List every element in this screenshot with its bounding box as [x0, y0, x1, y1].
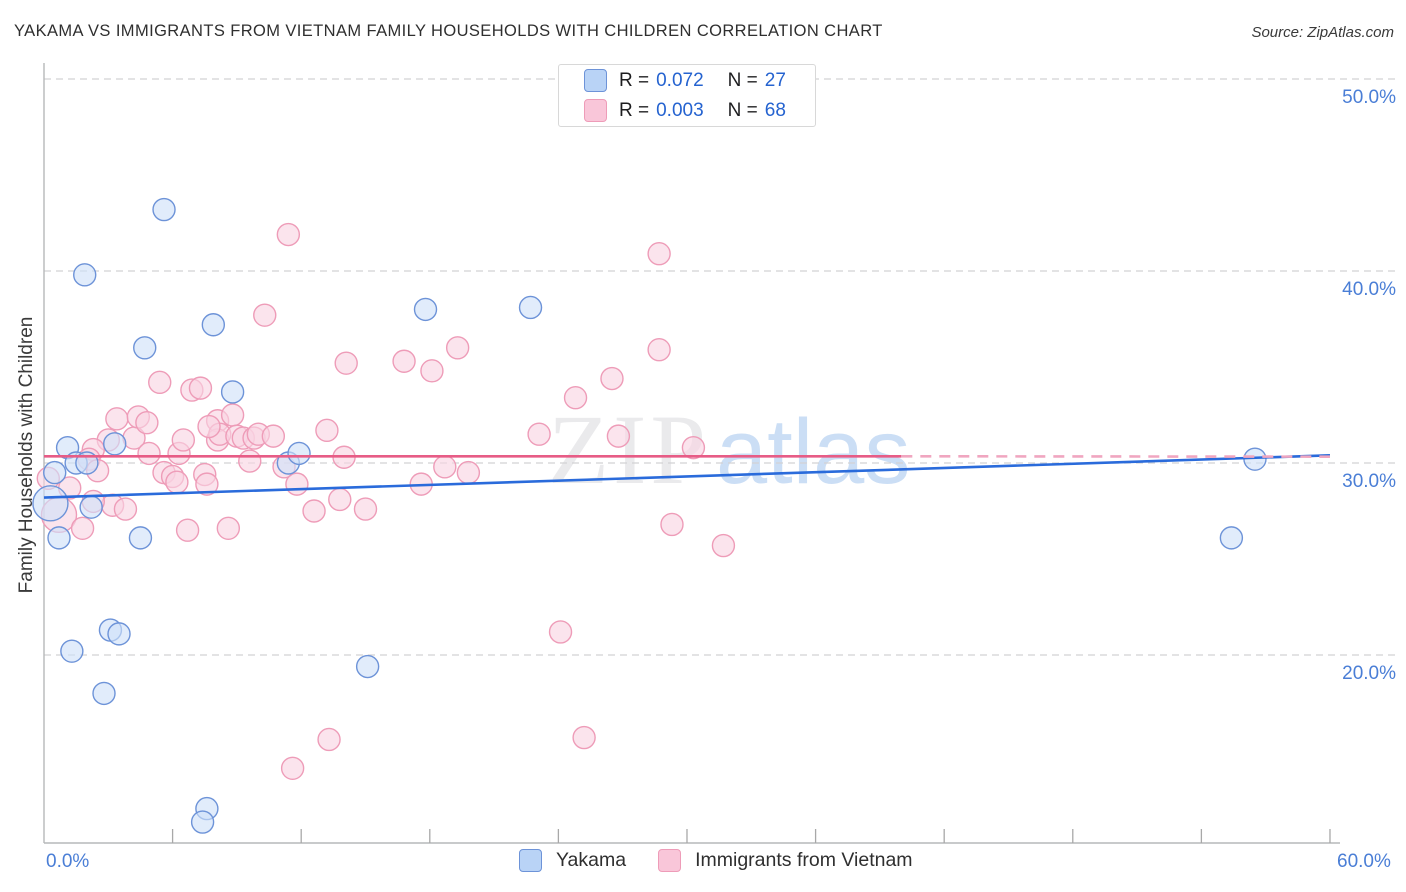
scatter-point-vietnam[interactable]: [276, 222, 301, 247]
scatter-point-yakama[interactable]: [73, 263, 97, 287]
scatter-point-yakama[interactable]: [128, 526, 153, 550]
scatter-point-yakama[interactable]: [190, 810, 215, 834]
scatter-point-yakama[interactable]: [518, 295, 543, 320]
scatter-point-vietnam[interactable]: [328, 487, 352, 512]
scatter-point-yakama[interactable]: [32, 485, 69, 522]
scatter-point-vietnam[interactable]: [317, 727, 341, 752]
y-tick-label-20: 20.0%: [1342, 663, 1396, 684]
scatter-point-vietnam[interactable]: [216, 516, 241, 540]
scatter-point-yakama[interactable]: [355, 654, 380, 679]
scatter-point-vietnam[interactable]: [392, 349, 416, 373]
yakama-trend-line: [43, 454, 1331, 499]
source-attribution: Source: ZipAtlas.com: [1251, 24, 1394, 41]
scatter-point-vietnam[interactable]: [105, 407, 129, 431]
scatter-point-yakama[interactable]: [287, 441, 311, 466]
vietnam-swatch-icon: [584, 99, 607, 122]
scatter-point-vietnam[interactable]: [647, 338, 671, 362]
y-axis-title: Family Households with Children: [16, 316, 37, 594]
scatter-point-vietnam[interactable]: [137, 441, 161, 466]
scatter-point-vietnam[interactable]: [302, 499, 326, 523]
scatter-point-vietnam[interactable]: [600, 366, 624, 391]
scatter-point-vietnam[interactable]: [647, 242, 671, 266]
scatter-point-vietnam[interactable]: [165, 470, 189, 494]
scatter-point-yakama[interactable]: [60, 639, 84, 663]
correlation-legend-box: R = 0.072 N = 27 R = 0.003 N = 68: [558, 64, 816, 127]
scatter-point-vietnam[interactable]: [606, 424, 631, 448]
scatter-point-yakama[interactable]: [47, 526, 71, 550]
scatter-point-yakama[interactable]: [103, 432, 127, 456]
series-legend: Yakama Immigrants from Vietnam: [519, 849, 931, 872]
n-label: N =: [727, 99, 758, 121]
scatter-point-vietnam[interactable]: [527, 422, 551, 446]
scatter-point-vietnam[interactable]: [353, 497, 378, 521]
scatter-point-yakama[interactable]: [133, 336, 157, 360]
scatter-point-yakama[interactable]: [201, 313, 226, 337]
legend-row-vietnam: R = 0.003 N = 68: [584, 98, 815, 124]
scatter-point-yakama[interactable]: [92, 681, 116, 706]
scatter-point-vietnam[interactable]: [681, 435, 706, 460]
scatter-point-vietnam[interactable]: [280, 756, 305, 780]
y-tick-label-30: 30.0%: [1342, 471, 1396, 492]
r-label: R =: [619, 99, 650, 121]
scatter-point-vietnam[interactable]: [171, 428, 196, 452]
scatter-point-yakama[interactable]: [79, 495, 103, 519]
vietnam-legend-label: Immigrants from Vietnam: [695, 849, 913, 871]
scatter-point-vietnam[interactable]: [238, 449, 262, 473]
scatter-point-vietnam[interactable]: [285, 472, 309, 496]
yakama-legend-label: Yakama: [556, 849, 627, 871]
n-label: N =: [727, 69, 758, 91]
scatter-point-vietnam[interactable]: [445, 336, 470, 360]
scatter-point-vietnam[interactable]: [261, 424, 286, 448]
scatter-point-vietnam[interactable]: [456, 460, 481, 485]
scatter-point-vietnam[interactable]: [548, 620, 573, 644]
scatter-point-yakama[interactable]: [152, 197, 176, 222]
y-tick-label-50: 50.0%: [1342, 87, 1396, 108]
scatter-point-vietnam[interactable]: [315, 418, 339, 443]
yakama-swatch-icon: [584, 69, 607, 92]
scatter-point-vietnam[interactable]: [135, 410, 159, 435]
scatter-point-vietnam[interactable]: [113, 497, 138, 521]
y-tick-label-40: 40.0%: [1342, 279, 1396, 300]
yakama-legend-swatch-icon: [519, 849, 542, 872]
scatter-point-vietnam[interactable]: [70, 516, 95, 540]
scatter-point-vietnam[interactable]: [572, 725, 596, 750]
scatter-point-yakama[interactable]: [220, 380, 245, 404]
n-value-yakama: 27: [764, 69, 786, 91]
scatter-point-vietnam[interactable]: [253, 303, 277, 327]
scatter-point-vietnam[interactable]: [563, 386, 588, 410]
x-axis-max-label: 60.0%: [1337, 851, 1391, 872]
legend-row-yakama: R = 0.072 N = 27: [584, 68, 815, 94]
scatter-point-vietnam[interactable]: [660, 512, 684, 537]
scatter-point-vietnam[interactable]: [195, 472, 219, 496]
r-value-vietnam: 0.003: [656, 99, 704, 121]
scatter-point-yakama[interactable]: [413, 297, 438, 322]
r-value-yakama: 0.072: [656, 69, 704, 91]
n-value-vietnam: 68: [764, 99, 786, 121]
scatter-point-vietnam[interactable]: [420, 359, 444, 383]
scatter-point-vietnam[interactable]: [334, 351, 358, 375]
scatter-point-yakama[interactable]: [1219, 526, 1244, 550]
scatter-point-vietnam[interactable]: [188, 376, 213, 400]
scatter-point-vietnam[interactable]: [197, 414, 221, 439]
scatter-point-vietnam[interactable]: [220, 403, 245, 427]
scatter-point-yakama[interactable]: [43, 460, 67, 485]
page-title: YAKAMA VS IMMIGRANTS FROM VIETNAM FAMILY…: [14, 22, 883, 40]
r-label: R =: [619, 69, 650, 91]
scatter-point-vietnam[interactable]: [433, 455, 457, 479]
x-axis-min-label: 0.0%: [46, 851, 90, 872]
vietnam-legend-swatch-icon: [658, 849, 682, 872]
scatter-point-vietnam[interactable]: [711, 533, 736, 558]
scatter-point-yakama[interactable]: [107, 622, 131, 646]
scatter-point-vietnam[interactable]: [148, 370, 172, 395]
scatter-point-vietnam[interactable]: [175, 518, 200, 542]
